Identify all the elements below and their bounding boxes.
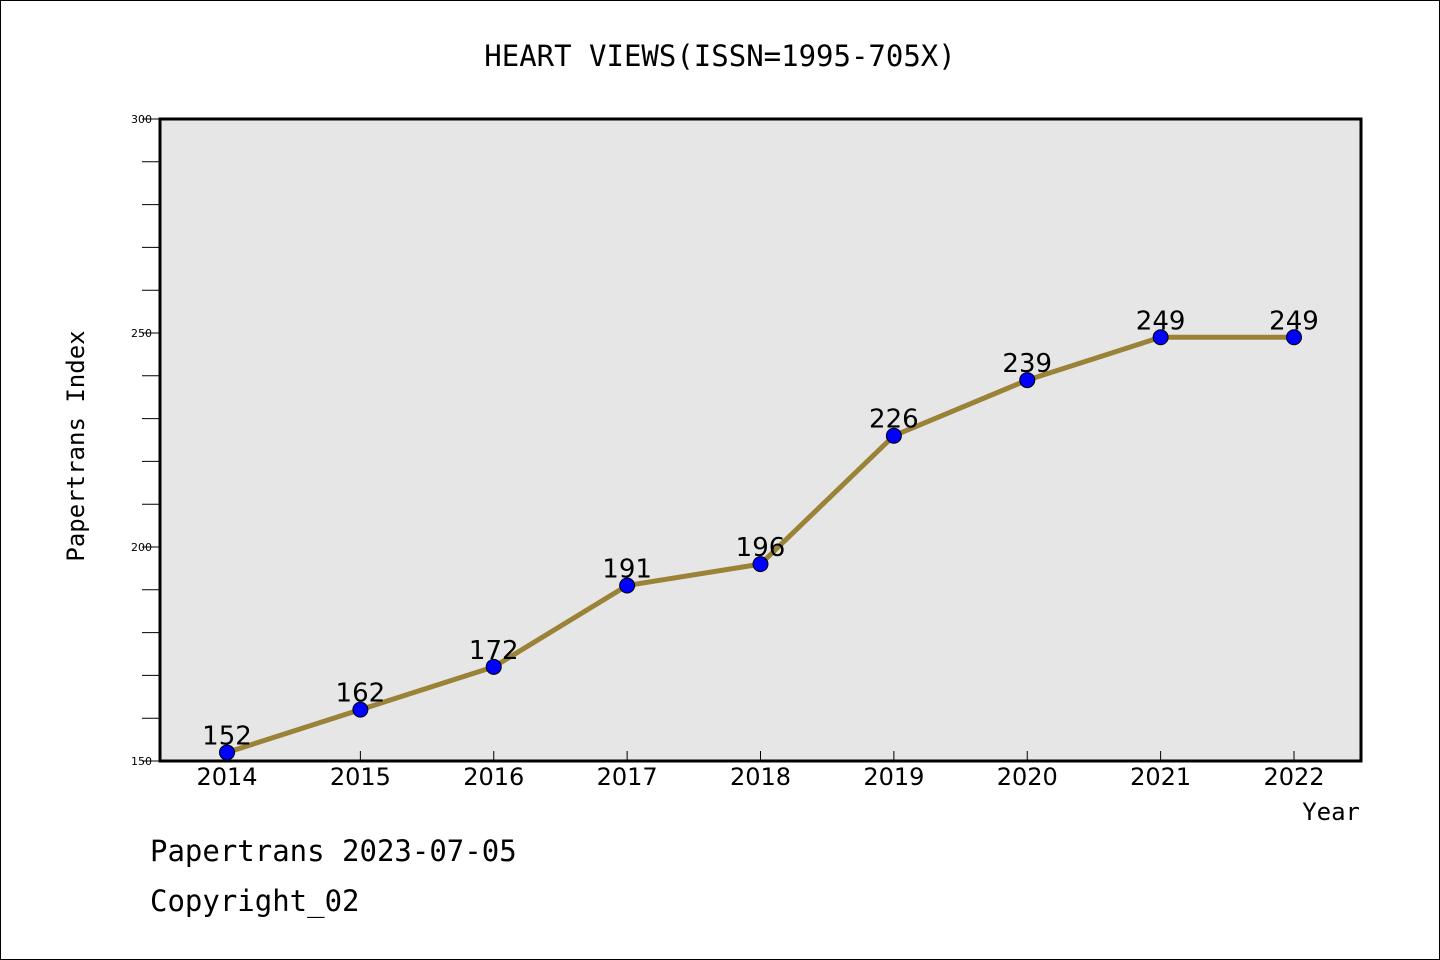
series-points [219, 329, 1302, 761]
y-tick-label: 300 [131, 113, 152, 126]
data-label: 239 [1002, 349, 1052, 379]
y-axis-label: Papertrans Index [62, 330, 90, 561]
data-point [752, 556, 769, 573]
x-tick-label: 2019 [863, 763, 924, 791]
data-point [619, 577, 636, 594]
x-tick-label: 2021 [1130, 763, 1191, 791]
data-label: 162 [336, 679, 386, 709]
x-axis: 2014 2015 2016 2017 2018 2019 2020 2021 2022 [196, 751, 1325, 791]
y-axis: 150 200 250 300 [131, 113, 160, 768]
data-point [885, 427, 902, 444]
x-tick-label: 2015 [330, 763, 391, 791]
footer-copyright: Copyright_02 [150, 884, 360, 918]
y-tick-label: 250 [131, 327, 152, 340]
data-point [352, 701, 369, 718]
chart-title: HEART VIEWS(ISSN=1995-705X) [484, 39, 955, 73]
data-point [1019, 372, 1036, 389]
x-tick-label: 2022 [1263, 763, 1324, 791]
plot-area [158, 117, 1363, 763]
data-label: 191 [602, 555, 652, 585]
y-tick-label: 150 [131, 755, 152, 768]
data-label: 172 [469, 636, 519, 666]
x-tick-label: 2016 [463, 763, 524, 791]
data-point [1152, 329, 1169, 346]
data-label: 249 [1269, 306, 1319, 336]
data-point [1286, 329, 1302, 346]
x-tick-label: 2020 [997, 763, 1058, 791]
data-labels: 152 162 172 191 196 226 239 249 249 [202, 306, 1319, 751]
data-point [485, 658, 502, 675]
data-label: 226 [869, 405, 919, 435]
data-point [219, 744, 235, 761]
y-tick-label: 200 [131, 541, 152, 554]
x-tick-label: 2014 [196, 763, 257, 791]
x-axis-label: Year [1302, 798, 1360, 826]
x-tick-label: 2018 [730, 763, 791, 791]
footer-date: Papertrans 2023-07-05 [150, 834, 517, 868]
data-label: 249 [1136, 306, 1186, 336]
data-label: 152 [202, 721, 252, 751]
data-label: 196 [736, 533, 786, 563]
x-tick-label: 2017 [597, 763, 658, 791]
